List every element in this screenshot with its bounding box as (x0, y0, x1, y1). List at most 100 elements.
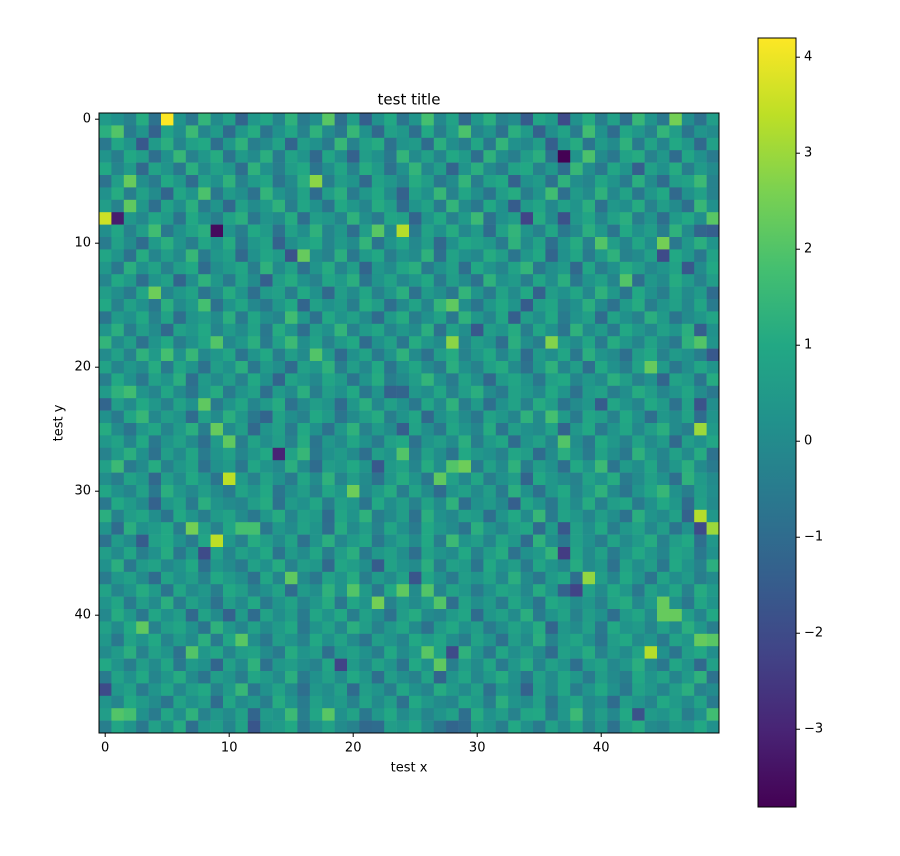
heatmap-cell (235, 348, 249, 362)
heatmap-cell (297, 447, 311, 461)
heatmap-cell (260, 584, 273, 597)
heatmap-cell (359, 646, 373, 659)
heatmap-cell (297, 311, 311, 325)
heatmap-cell (309, 398, 323, 411)
heatmap-cell (471, 150, 484, 163)
heatmap-cell (384, 113, 397, 126)
heatmap-cell (384, 571, 397, 585)
heatmap-cell (495, 361, 509, 374)
heatmap-cell (471, 373, 484, 387)
heatmap-cell (223, 299, 236, 312)
heatmap-cell (557, 584, 571, 597)
heatmap-cell (433, 435, 447, 449)
heatmap-cell (619, 274, 633, 287)
heatmap-cell (185, 373, 199, 387)
heatmap-cell (446, 137, 459, 151)
heatmap-cell (570, 373, 583, 387)
heatmap-cell (148, 708, 162, 721)
heatmap-cell (607, 299, 621, 312)
heatmap-cell (533, 571, 546, 585)
heatmap-cell (148, 249, 162, 263)
heatmap-cell (607, 348, 621, 362)
heatmap-cell (632, 299, 645, 312)
heatmap-cell (644, 584, 658, 597)
heatmap-cell (694, 534, 707, 548)
heatmap-cell (669, 237, 683, 250)
heatmap-cell (260, 249, 273, 263)
heatmap-cell (706, 336, 720, 349)
heatmap-cell (347, 658, 360, 672)
heatmap-cell (347, 237, 360, 250)
heatmap-cell (260, 199, 273, 213)
heatmap-cell (681, 671, 695, 684)
heatmap-cell (433, 534, 447, 548)
heatmap-cell (223, 584, 236, 597)
heatmap-cell (607, 509, 621, 523)
heatmap-cell (545, 509, 559, 523)
heatmap-cell (123, 534, 137, 548)
heatmap-cell (99, 671, 112, 684)
heatmap-cell (111, 708, 125, 721)
heatmap-cell (334, 534, 348, 548)
heatmap-cell (99, 423, 112, 436)
heatmap-cell (495, 398, 509, 411)
heatmap-cell (396, 584, 410, 597)
heatmap-cell (520, 708, 534, 721)
heatmap-cell (173, 137, 187, 151)
heatmap-cell (657, 485, 670, 498)
heatmap-cell (557, 162, 571, 176)
heatmap-cell (607, 683, 621, 697)
heatmap-cell (433, 125, 447, 139)
heatmap-cell (334, 274, 348, 287)
heatmap-cell (173, 385, 187, 399)
heatmap-cell (210, 633, 224, 647)
heatmap-cell (508, 547, 521, 560)
heatmap-cell (371, 187, 385, 201)
heatmap-cell (285, 596, 298, 610)
heatmap-cell (347, 447, 360, 461)
heatmap-cell (371, 249, 385, 263)
heatmap-cell (210, 447, 224, 461)
heatmap-cell (433, 137, 447, 151)
heatmap-cell (359, 658, 373, 672)
heatmap-cell (198, 571, 211, 585)
heatmap-cell (681, 187, 695, 201)
heatmap-cell (495, 485, 509, 498)
heatmap-cell (247, 633, 261, 647)
heatmap-cell (421, 385, 435, 399)
heatmap-cell (458, 683, 472, 697)
heatmap-cell (297, 336, 311, 349)
heatmap-cell (520, 137, 534, 151)
heatmap-cell (471, 485, 484, 498)
heatmap-cell (260, 447, 273, 461)
heatmap-cell (508, 410, 521, 424)
heatmap-cell (148, 348, 162, 362)
heatmap-cell (483, 522, 497, 535)
heatmap-cell (595, 695, 608, 709)
heatmap-cell (595, 237, 608, 250)
heatmap-cell (508, 385, 521, 399)
heatmap-cell (173, 646, 187, 659)
heatmap-cell (334, 571, 348, 585)
heatmap-cell (272, 162, 286, 176)
heatmap-cell (285, 621, 298, 635)
heatmap-cell (533, 695, 546, 709)
heatmap-cell (681, 137, 695, 151)
heatmap-cell (99, 621, 112, 635)
heatmap-cell (111, 348, 125, 362)
heatmap-cell (334, 596, 348, 610)
heatmap-cell (669, 385, 683, 399)
heatmap-cell (681, 708, 695, 721)
heatmap-cell (173, 658, 187, 672)
heatmap-cell (483, 286, 497, 300)
heatmap-cell (347, 361, 360, 374)
heatmap-cell (694, 646, 707, 659)
heatmap-cell (409, 125, 422, 139)
heatmap-cell (260, 596, 273, 610)
heatmap-cell (223, 361, 236, 374)
heatmap-cell (421, 609, 435, 622)
heatmap-cell (681, 646, 695, 659)
heatmap-cell (247, 447, 261, 461)
heatmap-cell (508, 125, 521, 139)
heatmap-cell (371, 398, 385, 411)
